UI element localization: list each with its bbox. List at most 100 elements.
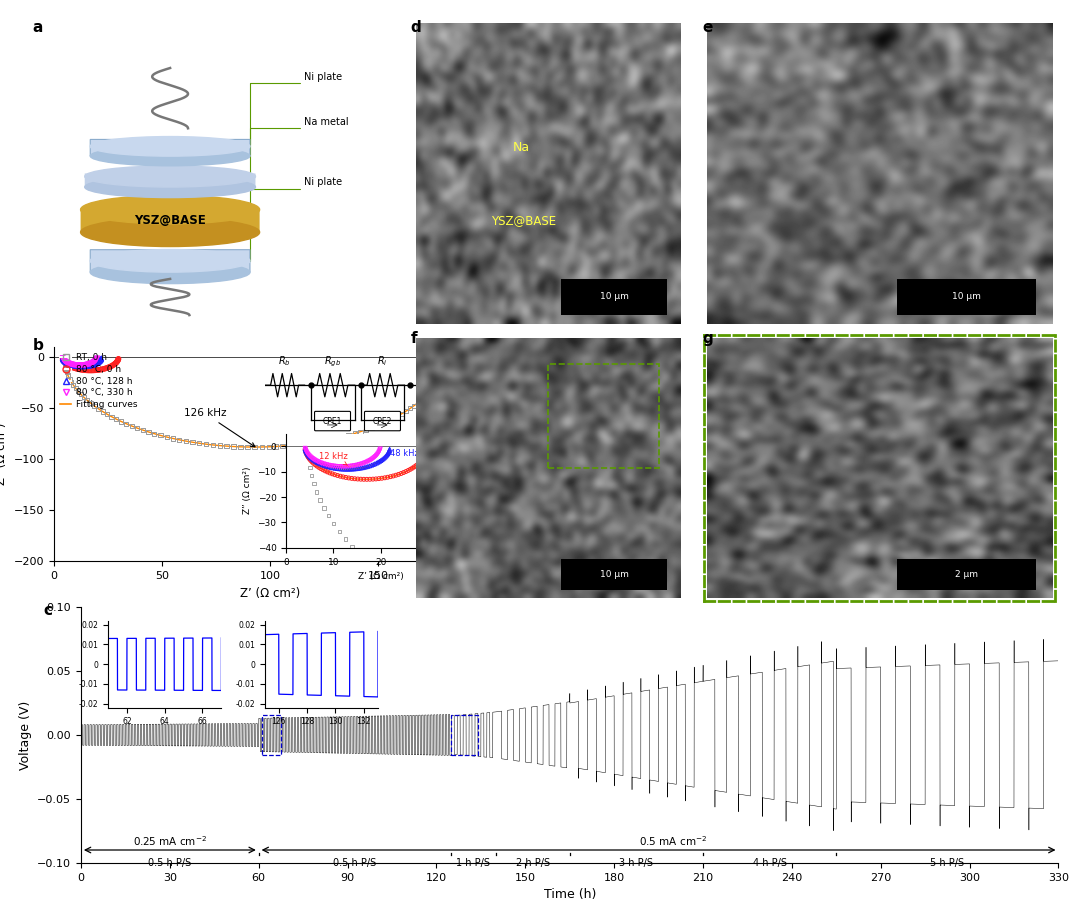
- Point: [320, 509, 337, 523]
- Point: [77, 358, 94, 373]
- Text: f: f: [410, 331, 417, 345]
- Point: [109, 352, 126, 367]
- Point: [73, 358, 91, 373]
- Point: [92, 353, 109, 368]
- Point: [59, 358, 77, 373]
- Point: [78, 363, 95, 378]
- Point: [54, 352, 71, 367]
- Point: [303, 451, 321, 466]
- Point: [337, 470, 354, 485]
- Point: [359, 472, 376, 487]
- Point: [84, 357, 102, 372]
- Point: [54, 352, 71, 366]
- Point: [392, 467, 409, 481]
- Text: Ni plate: Ni plate: [303, 177, 341, 187]
- Point: [55, 353, 72, 368]
- Point: [55, 352, 72, 367]
- Point: [56, 353, 73, 368]
- Point: [204, 437, 221, 452]
- Point: [78, 358, 95, 373]
- Point: [375, 451, 392, 466]
- Point: [90, 402, 107, 416]
- Point: [346, 458, 363, 473]
- Point: [343, 462, 361, 477]
- Point: [349, 472, 366, 487]
- Point: [332, 469, 349, 484]
- Point: [346, 471, 363, 486]
- Point: [379, 414, 396, 428]
- Point: [334, 429, 351, 444]
- Point: [303, 452, 321, 467]
- Point: [287, 437, 305, 452]
- Point: [106, 357, 123, 372]
- Text: 1 h P/S: 1 h P/S: [457, 857, 490, 867]
- Point: [87, 352, 105, 367]
- Point: [397, 464, 415, 478]
- Text: 0.25 mA cm$^{-2}$: 0.25 mA cm$^{-2}$: [133, 834, 207, 848]
- Point: [352, 456, 369, 471]
- Point: [69, 384, 86, 399]
- Point: [360, 459, 377, 474]
- Point: [65, 357, 82, 372]
- Point: [318, 458, 335, 473]
- Point: [184, 435, 201, 449]
- Point: [312, 461, 329, 476]
- Point: [68, 362, 85, 376]
- Point: [85, 354, 103, 369]
- Point: [366, 450, 383, 465]
- Point: [71, 362, 89, 377]
- Point: [59, 368, 77, 383]
- Point: [298, 445, 315, 459]
- Ellipse shape: [81, 195, 259, 224]
- Point: [54, 351, 71, 365]
- Point: [326, 467, 343, 482]
- Text: 3 h P/S: 3 h P/S: [619, 857, 653, 867]
- Point: [316, 457, 334, 472]
- Point: [90, 355, 107, 370]
- Point: [71, 358, 89, 373]
- Point: [281, 438, 298, 453]
- Point: [350, 546, 367, 561]
- Bar: [451, 715, 477, 755]
- Point: [57, 356, 75, 371]
- Point: [370, 471, 388, 486]
- Point: [325, 458, 342, 473]
- Point: [55, 353, 72, 368]
- Point: [54, 352, 71, 366]
- Point: [315, 500, 333, 515]
- Point: [413, 393, 430, 407]
- Bar: [549, 364, 659, 468]
- Point: [87, 352, 105, 367]
- Point: [108, 412, 125, 426]
- Point: [319, 459, 336, 474]
- Point: [296, 442, 313, 456]
- Point: [299, 448, 316, 463]
- Text: CPE2: CPE2: [373, 416, 392, 425]
- Point: [333, 459, 350, 474]
- Point: [327, 431, 345, 446]
- FancyBboxPatch shape: [84, 173, 256, 187]
- Point: [97, 362, 114, 376]
- Point: [62, 359, 79, 373]
- Point: [80, 357, 97, 372]
- Point: [378, 448, 395, 463]
- Point: [95, 362, 112, 376]
- Point: [355, 460, 373, 475]
- Point: [86, 354, 104, 369]
- Point: [315, 458, 333, 473]
- Point: [302, 468, 320, 483]
- Point: [82, 356, 99, 371]
- Point: [92, 352, 109, 366]
- Point: [372, 443, 389, 457]
- Point: [103, 409, 120, 424]
- Point: [57, 355, 75, 370]
- Point: [66, 358, 83, 373]
- Text: Na: Na: [513, 141, 530, 153]
- Point: [81, 357, 98, 372]
- Point: [109, 354, 126, 369]
- Point: [319, 465, 336, 479]
- Point: [314, 462, 332, 477]
- Legend: RT, 0 h, 80 °C, 0 h, 80 °C, 128 h, 80 °C, 330 h, Fitting curves: RT, 0 h, 80 °C, 0 h, 80 °C, 128 h, 80 °C…: [58, 352, 139, 411]
- Point: [297, 444, 314, 458]
- Point: [274, 439, 292, 454]
